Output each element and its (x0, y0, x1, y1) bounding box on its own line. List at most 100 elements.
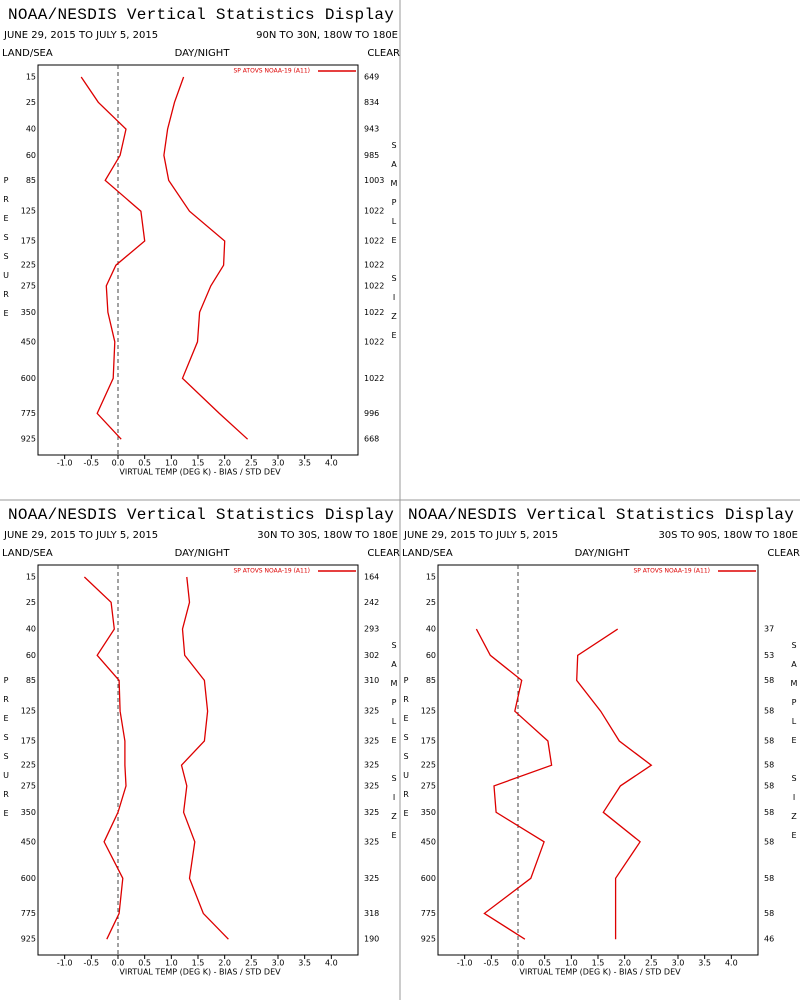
x-tick-label: 2.0 (218, 959, 231, 968)
sample-size: 164 (364, 573, 379, 582)
sample-size: 53 (764, 651, 774, 660)
y2-axis-label: SAMPLE SIZE (390, 641, 399, 850)
x-tick-label: -0.5 (84, 459, 100, 468)
y-tick-label: 40 (26, 125, 36, 134)
std-dev-line (163, 76, 249, 440)
title: NOAA/NESDIS Vertical Statistics Display (8, 506, 394, 524)
sample-size: 318 (364, 909, 379, 918)
subtitle: JUNE 29, 2015 TO JULY 5, 2015 (3, 30, 158, 41)
y-tick-label: 15 (426, 573, 436, 582)
y-tick-label: 40 (426, 625, 436, 634)
clear: CLEAR (767, 548, 800, 559)
x-tick-label: 0.0 (112, 959, 125, 968)
y-tick-label: 15 (26, 73, 36, 82)
y2-axis-label: SAMPLE SIZE (390, 141, 399, 350)
y-tick-label: 925 (21, 435, 36, 444)
y-tick-label: 85 (26, 676, 36, 685)
x-tick-label: 2.5 (645, 959, 658, 968)
sample-size: 1022 (364, 337, 384, 346)
sample-size: 668 (364, 435, 379, 444)
x-tick-label: 3.5 (698, 959, 711, 968)
legend-label: SP ATOVS NOAA-19 (A11) (633, 568, 710, 575)
sample-size: 325 (364, 808, 379, 817)
x-tick-label: 3.0 (272, 459, 285, 468)
y-tick-label: 60 (426, 651, 436, 660)
x-axis-label: VIRTUAL TEMP (DEG K) - BIAS / STD DEV (119, 968, 281, 977)
x-tick-label: 2.5 (245, 959, 258, 968)
sample-size: 325 (364, 781, 379, 790)
y-tick-label: 60 (26, 651, 36, 660)
y-tick-label: 125 (21, 207, 36, 216)
sample-size: 302 (364, 651, 379, 660)
region: 30S TO 90S, 180W TO 180E (658, 530, 798, 541)
x-tick-label: 3.0 (672, 959, 685, 968)
y-tick-label: 275 (21, 281, 36, 290)
y-tick-label: 40 (26, 625, 36, 634)
std-dev-line (576, 628, 653, 940)
day-night: DAY/NIGHT (175, 48, 231, 59)
y-tick-label: 85 (426, 676, 436, 685)
sample-size: 325 (364, 874, 379, 883)
sample-size: 943 (364, 125, 379, 134)
y-tick-label: 450 (21, 337, 36, 346)
x-tick-label: 0.5 (138, 959, 151, 968)
y-tick-label: 175 (21, 237, 36, 246)
y-tick-label: 275 (421, 781, 436, 790)
sample-size: 996 (364, 409, 379, 418)
sample-size: 58 (764, 837, 774, 846)
y-tick-label: 350 (21, 308, 36, 317)
y-tick-label: 600 (21, 374, 36, 383)
legend-label: SP ATOVS NOAA-19 (A11) (233, 68, 310, 75)
x-tick-label: 3.5 (298, 459, 311, 468)
x-tick-label: 4.0 (725, 959, 738, 968)
panel: NOAA/NESDIS Vertical Statistics Display J… (2, 6, 401, 476)
subtitle: JUNE 29, 2015 TO JULY 5, 2015 (403, 530, 558, 541)
y-tick-label: 125 (21, 707, 36, 716)
plot-frame (437, 564, 759, 956)
y-tick-label: 15 (26, 573, 36, 582)
sample-size: 310 (364, 676, 379, 685)
y-tick-label: 775 (421, 909, 436, 918)
y-tick-label: 775 (21, 909, 36, 918)
sample-size: 1022 (364, 237, 384, 246)
sample-size: 1022 (364, 374, 384, 383)
sample-size: 325 (364, 837, 379, 846)
sample-size: 1022 (364, 261, 384, 270)
y-axis-label: PRESSURE (2, 176, 11, 328)
legend-label: SP ATOVS NOAA-19 (A11) (233, 568, 310, 575)
x-tick-label: -1.0 (457, 959, 473, 968)
y-tick-label: 175 (21, 737, 36, 746)
title: NOAA/NESDIS Vertical Statistics Display (408, 506, 794, 524)
sample-size: 242 (364, 598, 379, 607)
day-night: DAY/NIGHT (175, 548, 231, 559)
y-tick-label: 60 (26, 151, 36, 160)
y-tick-label: 225 (21, 761, 36, 770)
y-tick-label: 350 (421, 808, 436, 817)
x-tick-label: 3.0 (272, 959, 285, 968)
land-sea: LAND/SEA (2, 48, 53, 59)
plot-frame (37, 64, 359, 456)
land-sea: LAND/SEA (2, 548, 53, 559)
sample-size: 58 (764, 737, 774, 746)
x-tick-label: 0.5 (538, 959, 551, 968)
x-tick-label: -1.0 (57, 959, 73, 968)
y-tick-label: 225 (421, 761, 436, 770)
y-tick-label: 775 (21, 409, 36, 418)
x-tick-label: 4.0 (325, 459, 338, 468)
x-tick-label: 1.0 (165, 459, 178, 468)
sample-size: 58 (764, 676, 774, 685)
title: NOAA/NESDIS Vertical Statistics Display (8, 6, 394, 24)
sample-size: 190 (364, 935, 379, 944)
sample-size: 37 (764, 625, 774, 634)
y-tick-label: 125 (421, 707, 436, 716)
y-tick-label: 25 (26, 98, 36, 107)
x-tick-label: 1.5 (592, 959, 605, 968)
x-tick-label: -0.5 (84, 959, 100, 968)
x-tick-label: 3.5 (298, 959, 311, 968)
y2-axis-label: SAMPLE SIZE (790, 641, 799, 850)
x-tick-label: -0.5 (484, 959, 500, 968)
sample-size: 1022 (364, 281, 384, 290)
y-tick-label: 600 (21, 874, 36, 883)
sample-size: 46 (764, 935, 774, 944)
